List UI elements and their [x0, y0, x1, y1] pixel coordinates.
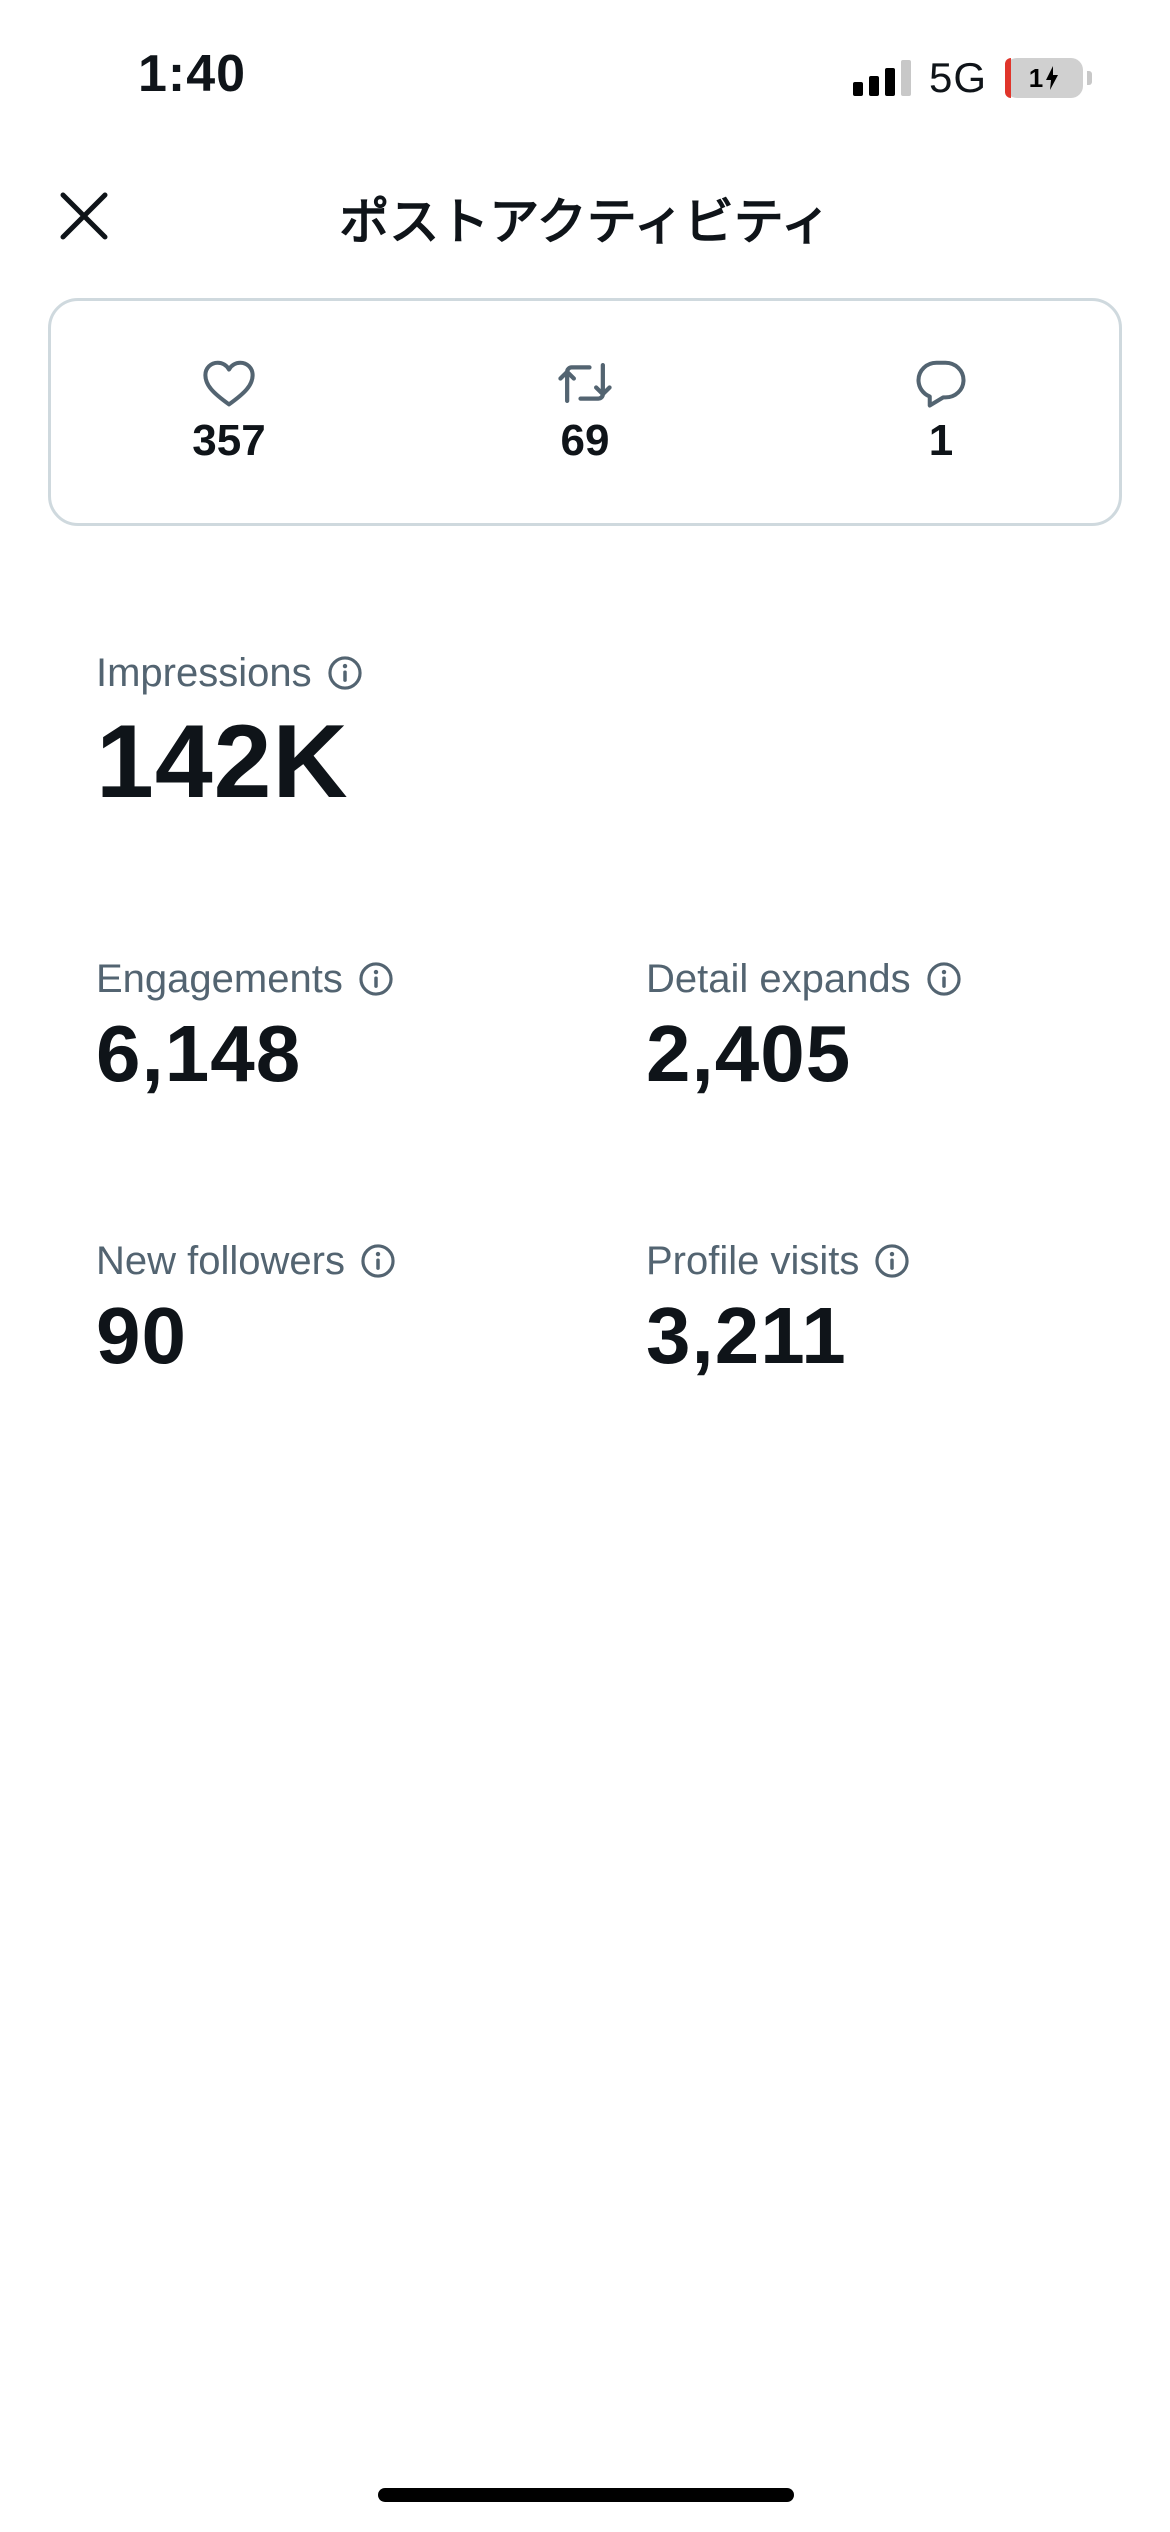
battery-percent: 1	[1028, 62, 1044, 93]
battery-nub	[1087, 71, 1092, 85]
close-icon	[60, 192, 108, 240]
info-icon[interactable]	[359, 1242, 397, 1280]
profile-visits-value: 3,211	[646, 1291, 847, 1380]
profile-visits-label: Profile visits	[646, 1238, 860, 1283]
engagements-value: 6,148	[96, 1009, 302, 1098]
info-icon[interactable]	[326, 654, 364, 692]
engagements-metric: Engagements 6,148	[96, 954, 395, 1102]
engagements-label: Engagements	[96, 956, 343, 1001]
detail-expands-label: Detail expands	[646, 956, 911, 1001]
status-time: 1:40	[138, 45, 247, 103]
likes-count: 357	[192, 416, 266, 465]
repost-icon	[558, 363, 612, 403]
replies-count: 1	[928, 416, 954, 465]
heart-icon	[203, 360, 255, 407]
charging-bolt-icon	[1046, 66, 1059, 90]
replies-stat[interactable]: 1	[763, 301, 1119, 523]
impressions-label: Impressions	[96, 650, 312, 695]
info-icon[interactable]	[357, 960, 395, 998]
new-followers-label: New followers	[96, 1238, 345, 1283]
impressions-metric: Impressions 142K	[96, 648, 364, 822]
page-title: ポストアクティビティ	[339, 194, 831, 250]
home-indicator[interactable]	[378, 2488, 794, 2502]
header: ポストアクティビティ	[0, 160, 1170, 260]
reposts-stat[interactable]: 69	[407, 301, 763, 523]
status-indicators: 5G 1	[852, 54, 1092, 101]
info-icon[interactable]	[925, 960, 963, 998]
reposts-count: 69	[560, 416, 610, 465]
network-type: 5G	[928, 54, 987, 101]
profile-visits-metric: Profile visits 3,211	[646, 1236, 911, 1384]
likes-stat[interactable]: 357	[51, 301, 407, 523]
engagement-summary-card: 357 69 1	[48, 298, 1122, 526]
impressions-value: 142K	[96, 704, 349, 820]
battery-icon: 1	[1005, 58, 1083, 98]
cellular-signal-icon	[852, 60, 911, 96]
detail-expands-value: 2,405	[646, 1009, 852, 1098]
reply-icon	[916, 360, 966, 408]
new-followers-metric: New followers 90	[96, 1236, 397, 1384]
close-button[interactable]	[48, 180, 120, 252]
new-followers-value: 90	[96, 1291, 187, 1380]
info-icon[interactable]	[873, 1242, 911, 1280]
status-bar: 1:40 5G 1	[0, 0, 1170, 150]
detail-expands-metric: Detail expands 2,405	[646, 954, 963, 1102]
